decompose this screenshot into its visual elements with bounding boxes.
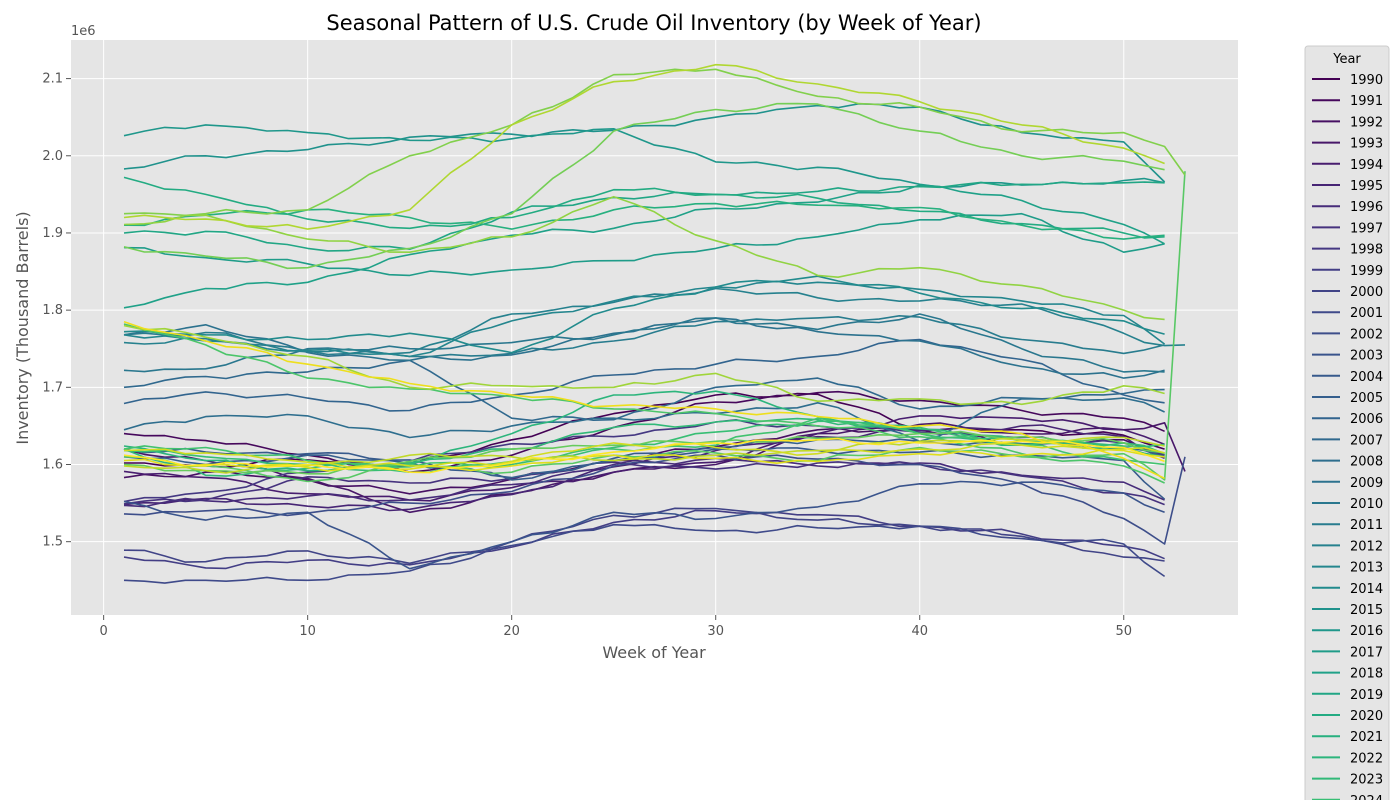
series-line [123, 442, 1165, 468]
legend-entry: 2006 [1350, 412, 1383, 427]
x-tick-label: 0 [100, 624, 108, 639]
legend-entry: 2004 [1350, 370, 1383, 385]
series-line [123, 280, 1166, 358]
series-line [123, 457, 1165, 508]
legend-title: Year [1332, 52, 1361, 67]
series-line [123, 323, 1165, 484]
series-line [123, 338, 1165, 412]
series-line [123, 447, 1166, 500]
series-line [123, 195, 1165, 321]
y-offset-label: 1e6 [71, 24, 96, 39]
legend-entry: 1991 [1350, 94, 1383, 109]
legend-entry: 2000 [1350, 285, 1383, 300]
y-tick-label: 1.6 [42, 457, 63, 472]
legend-entry: 2018 [1350, 667, 1383, 682]
legend-entry: 2005 [1350, 391, 1383, 406]
legend: Year 19901991199219931994199519961997199… [1304, 45, 1390, 804]
legend-entry: 1993 [1350, 137, 1383, 152]
y-tick-label: 2.1 [42, 72, 63, 87]
series-line [123, 275, 1165, 354]
series-line [123, 454, 1186, 545]
series-line [123, 68, 1186, 217]
legend-entry: 2023 [1350, 773, 1383, 788]
x-axis-label: Week of Year [602, 643, 706, 662]
y-tick-label: 1.5 [42, 535, 63, 550]
legend-entry: 2007 [1350, 433, 1383, 448]
series-line [123, 430, 1165, 475]
x-tick-label: 30 [707, 624, 724, 639]
legend-entry: 2021 [1350, 730, 1383, 745]
legend-entry: 2011 [1350, 518, 1383, 533]
series-line [123, 176, 1165, 239]
legend-entry: 2008 [1350, 455, 1383, 470]
legend-entry: 2012 [1350, 539, 1383, 554]
y-tick-label: 1.8 [42, 303, 63, 318]
legend-items: 1990 1991 1992 1993 1994 1995 1996 1997 1998 1999… [1312, 73, 1383, 804]
series-line [123, 200, 1165, 240]
series-line [123, 415, 1165, 502]
series-line [123, 63, 1165, 230]
series-line [123, 420, 1165, 473]
series-line [123, 397, 1165, 443]
legend-entry: 1996 [1350, 200, 1383, 215]
legend-entry: 2013 [1350, 561, 1383, 576]
legend-entry: 2015 [1350, 603, 1383, 618]
x-tick-label: 20 [503, 624, 520, 639]
series-line [123, 181, 1165, 252]
legend-entry: 1997 [1350, 221, 1383, 236]
y-tick-label: 1.9 [42, 226, 63, 241]
legend-entry: 1999 [1350, 264, 1383, 279]
series-line [123, 171, 1186, 483]
series-line [123, 437, 1165, 474]
x-axis-ticks: 0 10 20 30 40 50 [100, 615, 1132, 639]
legend-entry: 2019 [1350, 688, 1383, 703]
legend-entry: 2022 [1350, 751, 1383, 766]
series-line [123, 212, 1165, 277]
legend-entry: 1995 [1350, 179, 1383, 194]
legend-entry: 2010 [1350, 497, 1383, 512]
x-tick-label: 40 [911, 624, 928, 639]
chart-title: Seasonal Pattern of U.S. Crude Oil Inven… [326, 11, 981, 35]
legend-entry: 2001 [1350, 306, 1383, 321]
series-line [123, 417, 1165, 477]
legend-entry: 1994 [1350, 158, 1383, 173]
series-line [123, 124, 1165, 188]
legend-entry: 2020 [1350, 709, 1383, 724]
series-line [123, 509, 1165, 570]
x-tick-label: 10 [299, 624, 316, 639]
legend-frame [1304, 45, 1390, 804]
y-tick-label: 1.7 [42, 380, 63, 395]
series-line [123, 523, 1166, 584]
series-line [123, 320, 1165, 480]
series-line [123, 480, 1165, 570]
legend-entry: 2003 [1350, 349, 1383, 364]
y-axis-ticks: 1.5 1.6 1.7 1.8 1.9 2.0 2.1 [42, 72, 71, 550]
legend-entry: 2017 [1350, 645, 1383, 660]
legend-entry: 2002 [1350, 327, 1383, 342]
x-tick-label: 50 [1115, 624, 1132, 639]
legend-entry: 2009 [1350, 476, 1383, 491]
series-lines [123, 63, 1186, 584]
legend-entry: 2014 [1350, 582, 1383, 597]
series-line [123, 461, 1165, 506]
y-axis-label: Inventory (Thousand Barrels) [13, 211, 32, 444]
legend-entry: 1990 [1350, 73, 1383, 88]
legend-entry: 2024 [1350, 794, 1383, 800]
series-line [123, 324, 1165, 406]
y-tick-label: 2.0 [42, 149, 63, 164]
legend-entry: 1992 [1350, 115, 1383, 130]
series-line [123, 102, 1165, 270]
series-line [123, 184, 1165, 309]
series-line [123, 507, 1165, 565]
series-line [123, 448, 1165, 472]
legend-entry: 2016 [1350, 624, 1383, 639]
series-line [123, 315, 1165, 358]
legend-entry: 1998 [1350, 243, 1383, 258]
